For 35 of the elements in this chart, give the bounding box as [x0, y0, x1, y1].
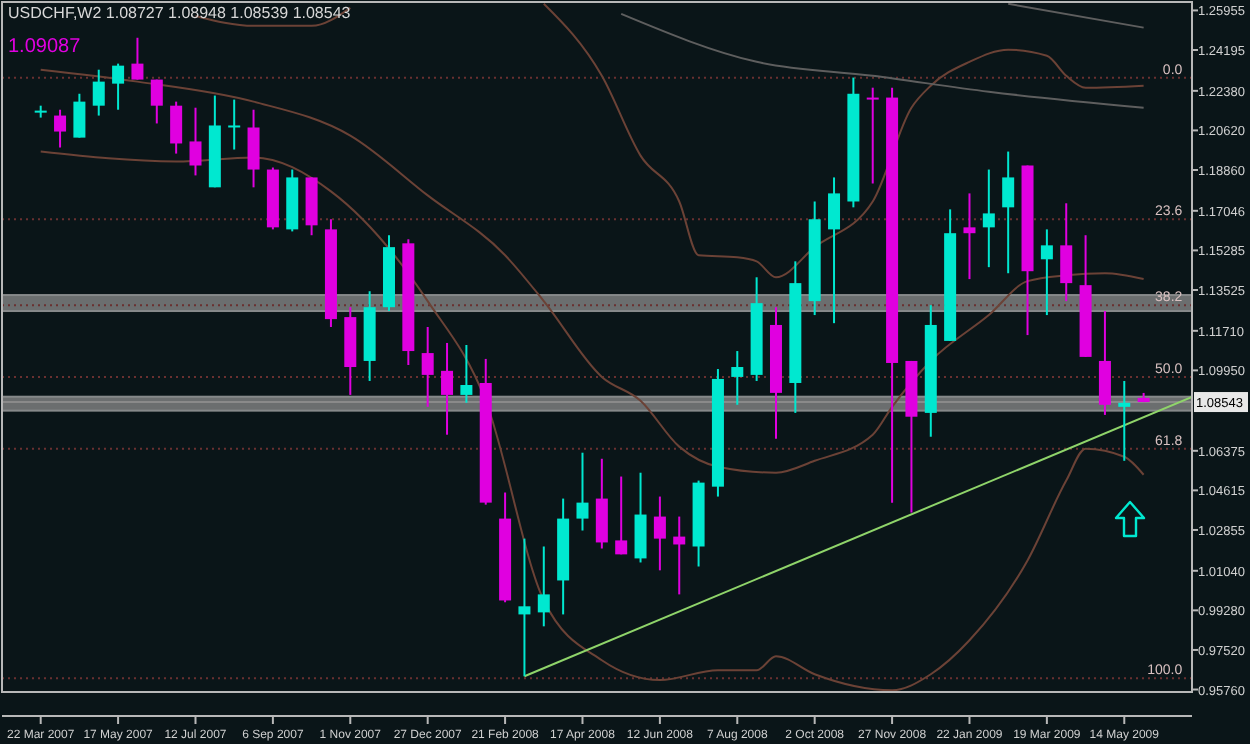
- candlestick: [1118, 379, 1131, 462]
- candlestick: [1002, 150, 1015, 275]
- candlestick: [576, 451, 589, 532]
- annotation: 1.09087: [8, 36, 82, 58]
- candlestick: [460, 343, 473, 404]
- candlestick: [131, 36, 144, 81]
- candlestick: [1098, 310, 1111, 416]
- candlestick: [1040, 228, 1053, 317]
- candlestick: [518, 537, 531, 678]
- candlestick: [421, 325, 434, 408]
- candlestick: [73, 92, 86, 139]
- candlestick: [828, 176, 841, 325]
- candlestick: [247, 108, 260, 189]
- line-series: [542, 2, 1145, 279]
- candlestick: [1060, 202, 1073, 303]
- candlestick: [112, 62, 125, 111]
- candlestick: [731, 350, 744, 406]
- candlestick: [92, 68, 105, 117]
- candlestick: [537, 545, 550, 628]
- candlestick: [54, 108, 67, 149]
- candlestick: [963, 192, 976, 281]
- candlestick: [634, 471, 647, 564]
- candlestick: [982, 168, 995, 269]
- candlestick: [615, 475, 628, 556]
- candlestick: [305, 176, 318, 237]
- candlestick: [866, 86, 879, 185]
- candlestick: [150, 78, 163, 125]
- candlestick: [228, 98, 241, 151]
- chart-title: USDCHF,W2 1.08727 1.08948 1.08539 1.08543: [8, 4, 352, 22]
- candlestick: [170, 100, 183, 155]
- line-series: [620, 12, 1145, 109]
- candlestick: [653, 495, 666, 572]
- candlestick: [595, 457, 608, 550]
- candlestick: [441, 341, 454, 436]
- candlestick: [189, 106, 202, 177]
